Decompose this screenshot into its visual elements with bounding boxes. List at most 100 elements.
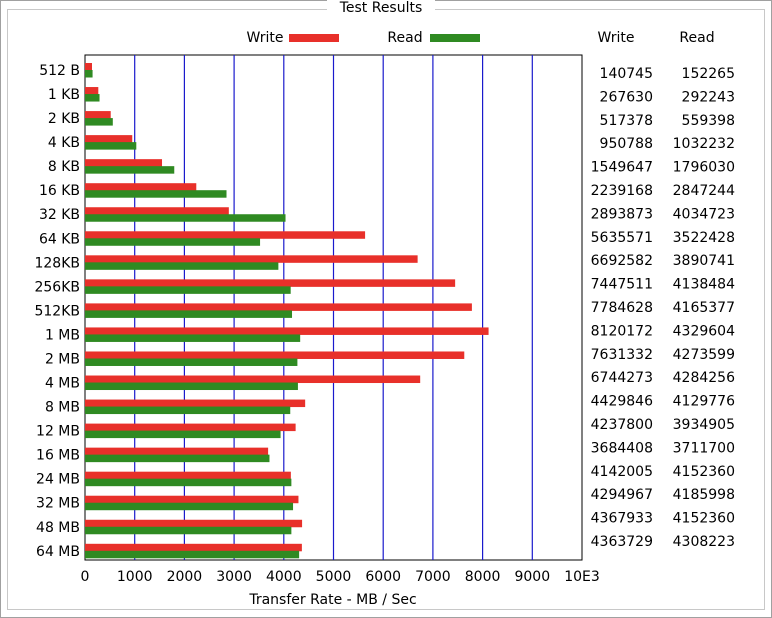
bar (85, 63, 92, 71)
table-value: 7784628 (591, 300, 653, 316)
bar (85, 190, 227, 198)
x-axis-title: Transfer Rate - MB / Sec (248, 592, 416, 608)
chart-title: Test Results (339, 0, 423, 16)
table-value: 1032232 (673, 136, 735, 152)
bar (85, 358, 298, 366)
x-tick-label: 10E3 (564, 569, 600, 585)
bar (85, 454, 270, 463)
table-value: 140745 (600, 66, 653, 82)
table-value: 3890741 (673, 253, 735, 269)
bar (85, 406, 291, 415)
table-value: 4284256 (673, 370, 735, 386)
table-value: 2893873 (591, 206, 653, 222)
table-value: 2239168 (591, 183, 653, 199)
table-value: 4273599 (673, 347, 735, 363)
table-value: 5635571 (591, 230, 653, 246)
bar (85, 447, 269, 456)
table-value: 4152360 (673, 511, 735, 527)
y-tick-label: 256KB (34, 279, 80, 295)
table-value: 517378 (600, 113, 653, 129)
y-tick-label: 2 MB (45, 351, 80, 367)
y-tick-label: 16 MB (36, 448, 80, 464)
bar (85, 279, 456, 287)
y-tick-label: 512 B (39, 63, 80, 79)
table-value: 7447511 (591, 277, 653, 293)
legend-label: Read (387, 30, 422, 46)
bar (85, 135, 133, 143)
y-tick-label: 1 KB (48, 87, 80, 103)
y-tick-label: 32 MB (36, 496, 80, 512)
bar (85, 399, 306, 408)
table-value: 4363729 (591, 534, 653, 550)
table-value: 4142005 (591, 464, 653, 480)
table-value: 1796030 (673, 160, 735, 176)
table-header: Read (679, 30, 714, 46)
bar (85, 286, 291, 294)
table-value: 4329604 (673, 323, 735, 339)
table-value: 950788 (600, 136, 653, 152)
bar (85, 70, 93, 78)
y-tick-label: 64 KB (39, 231, 80, 247)
table-value: 7631332 (591, 347, 653, 363)
y-tick-label: 128KB (34, 255, 80, 271)
table-value: 4165377 (673, 300, 735, 316)
bar (85, 351, 465, 359)
y-tick-label: 32 KB (39, 207, 80, 223)
table-value: 559398 (682, 113, 735, 129)
legend-swatch (430, 34, 480, 42)
bar (85, 262, 279, 270)
bar (85, 238, 261, 246)
x-tick-label: 0 (81, 569, 90, 585)
table-value: 2847244 (673, 183, 735, 199)
table-value: 4429846 (591, 394, 653, 410)
y-tick-label: 8 MB (45, 400, 80, 416)
bar (85, 550, 300, 559)
bar (85, 382, 298, 391)
table-value: 4367933 (591, 511, 653, 527)
bar (85, 166, 175, 174)
x-tick-label: 2000 (167, 569, 203, 585)
bar (85, 375, 421, 384)
table-value: 6744273 (591, 370, 653, 386)
y-tick-label: 4 MB (45, 376, 80, 392)
bar (85, 430, 281, 439)
table-value: 267630 (600, 89, 653, 105)
bar (85, 478, 292, 487)
table-value: 4308223 (673, 534, 735, 550)
bar (85, 327, 489, 335)
bar (85, 526, 292, 535)
legend-swatch (289, 34, 339, 42)
x-tick-label: 8000 (465, 569, 501, 585)
bar (85, 519, 303, 528)
bar (85, 94, 100, 102)
bar (85, 310, 293, 318)
y-tick-label: 48 MB (36, 520, 80, 536)
bar (85, 334, 301, 342)
legend-label: Write (247, 30, 284, 46)
x-tick-label: 1000 (117, 569, 153, 585)
bar (85, 255, 418, 263)
bar (85, 543, 302, 552)
bar (85, 303, 472, 311)
bar (85, 183, 197, 191)
y-tick-label: 2 KB (48, 111, 80, 127)
title-background (327, 0, 435, 18)
table-value: 4138484 (673, 277, 735, 293)
table-value: 4237800 (591, 417, 653, 433)
table-value: 1549647 (591, 160, 653, 176)
bar (85, 142, 137, 150)
bar (85, 423, 296, 432)
y-tick-label: 12 MB (36, 424, 80, 440)
x-tick-label: 4000 (266, 569, 302, 585)
table-value: 4185998 (673, 487, 735, 503)
table-header: Write (598, 30, 635, 46)
table-value: 292243 (682, 89, 735, 105)
bar (85, 502, 294, 511)
y-tick-label: 24 MB (36, 472, 80, 488)
bar (85, 231, 366, 239)
y-tick-label: 8 KB (48, 159, 80, 175)
x-tick-label: 6000 (365, 569, 401, 585)
y-tick-label: 16 KB (39, 183, 80, 199)
